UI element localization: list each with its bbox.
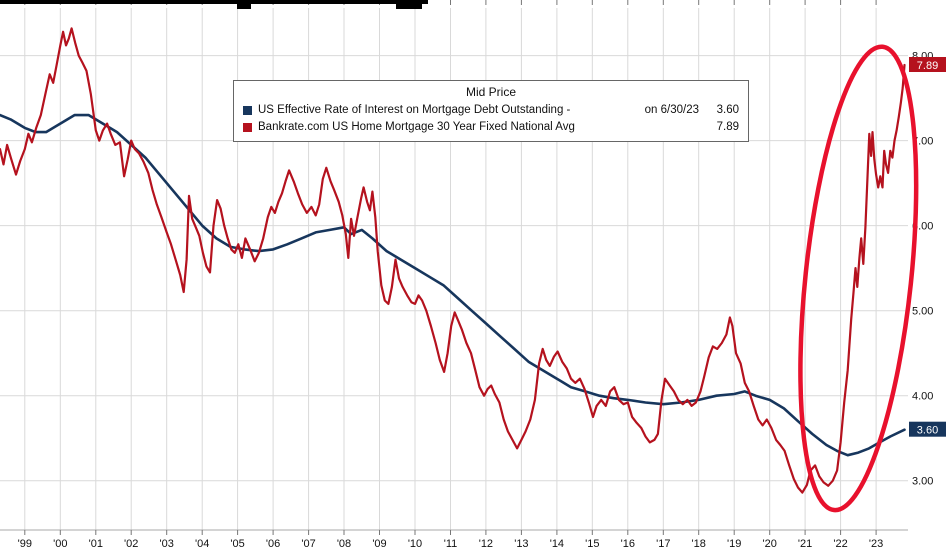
last-value-badge-text: 3.60	[917, 425, 938, 437]
y-axis-label: 5.00	[912, 306, 933, 318]
x-axis-label: '23	[869, 538, 883, 550]
legend-item-effective-rate: US Effective Rate of Interest on Mortgag…	[243, 102, 739, 119]
x-axis-label: '03	[160, 538, 174, 550]
legend-label-effective-rate: US Effective Rate of Interest on Mortgag…	[258, 104, 571, 116]
x-axis-label: '99	[18, 538, 32, 550]
x-axis-label: '07	[301, 538, 315, 550]
x-axis-label: '09	[372, 538, 386, 550]
x-axis-label: '21	[798, 538, 812, 550]
x-axis-label: '01	[89, 538, 103, 550]
x-axis-label: '12	[479, 538, 493, 550]
x-axis-label: '19	[727, 538, 741, 550]
x-axis-label: '00	[53, 538, 67, 550]
x-axis-label: '20	[763, 538, 777, 550]
legend-value-bankrate: 7.89	[716, 121, 739, 133]
x-axis-label: '17	[656, 538, 670, 550]
x-axis-label: '05	[230, 538, 244, 550]
series-swatch-red	[243, 123, 252, 132]
series-line	[0, 113, 906, 457]
legend-title: Mid Price	[465, 85, 516, 99]
last-value-badge	[909, 421, 946, 437]
x-axis-label: '15	[585, 538, 599, 550]
legend-label-bankrate: Bankrate.com US Home Mortgage 30 Year Fi…	[258, 121, 575, 133]
x-axis-label: '10	[408, 538, 422, 550]
x-axis-label: '06	[266, 538, 280, 550]
y-axis-label: 7.00	[912, 136, 933, 148]
highlight-ellipse-annotation	[798, 44, 919, 513]
x-axis-label: '08	[337, 538, 351, 550]
x-axis-label: '14	[550, 538, 564, 550]
terminal-crop-fragment	[237, 0, 251, 9]
series-line	[0, 27, 906, 494]
legend-box: Mid Price US Effective Rate of Interest …	[233, 80, 749, 142]
y-axis-label: 3.00	[912, 476, 933, 488]
x-axis-label: '16	[621, 538, 635, 550]
x-axis-label: '13	[514, 538, 528, 550]
legend-value-effective-rate: 3.60	[716, 104, 739, 116]
x-axis-label: '02	[124, 538, 138, 550]
x-axis-label: '11	[444, 538, 458, 550]
x-axis-label: '04	[195, 538, 209, 550]
x-axis-label: '22	[833, 538, 847, 550]
y-axis-label: 4.00	[912, 391, 933, 403]
x-axis-label: '18	[692, 538, 706, 550]
legend-date-note: on 6/30/23	[644, 104, 699, 116]
legend-item-bankrate: Bankrate.com US Home Mortgage 30 Year Fi…	[243, 119, 739, 136]
terminal-crop-bar	[0, 0, 428, 4]
series-swatch-navy	[243, 106, 252, 115]
last-value-badge	[909, 57, 946, 72]
terminal-crop-fragment	[396, 0, 422, 9]
last-value-badge-text: 7.89	[917, 60, 938, 72]
